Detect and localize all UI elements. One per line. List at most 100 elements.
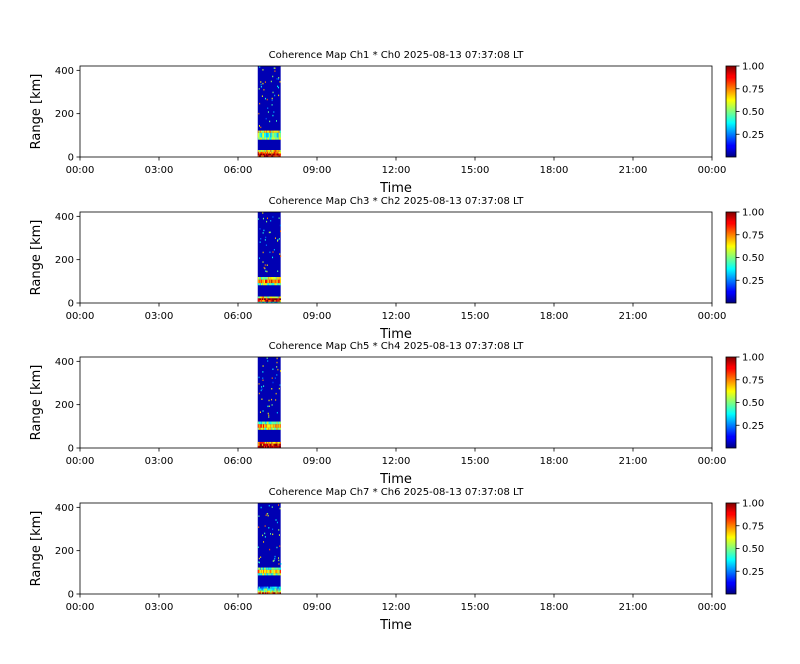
y-tick-label: 200 [55, 400, 74, 411]
band-cell [259, 298, 262, 300]
band-cell [257, 569, 260, 574]
band-cell [272, 445, 274, 448]
band-cell [262, 592, 265, 594]
band-cell [269, 588, 271, 591]
band-cell [277, 445, 279, 448]
band-cell [273, 132, 275, 138]
band-cell [257, 421, 260, 425]
band-cell [257, 130, 260, 133]
band-cell [278, 137, 280, 140]
band-cell [270, 586, 272, 589]
noise-point [264, 97, 266, 100]
band-cell [261, 427, 264, 430]
band-cell [258, 299, 261, 302]
band-cell [271, 130, 273, 133]
band-cell [267, 588, 269, 591]
band-cell [260, 427, 263, 430]
noise-point [280, 255, 282, 257]
band-cell [262, 299, 265, 302]
band-cell [263, 567, 266, 570]
band-cell [257, 441, 260, 444]
noise-point [263, 266, 265, 269]
band-cell [268, 296, 270, 299]
band-cell [278, 441, 280, 444]
band-cell [262, 296, 265, 299]
band-cell [273, 586, 275, 589]
noise-point [268, 405, 270, 408]
band-cell [263, 592, 266, 594]
band-cell [262, 567, 265, 570]
band-cell [276, 424, 278, 428]
band-cell [277, 588, 279, 591]
band-cell [270, 153, 272, 156]
band-cell [258, 137, 261, 140]
band-cell [266, 298, 268, 300]
y-axis-label: Range [km] [29, 365, 44, 441]
noise-point [260, 85, 262, 88]
data-block [257, 66, 281, 157]
x-tick-label: 06:00 [224, 456, 253, 467]
band-cell [279, 588, 281, 591]
x-tick-label: 00:00 [698, 602, 727, 613]
chart-title: Coherence Map Ch1 * Ch0 2025-08-13 07:37… [269, 50, 525, 61]
band-cell [263, 298, 266, 300]
band-cell [277, 155, 279, 157]
band-cell [273, 155, 275, 157]
band-cell [268, 421, 270, 425]
band-cell [277, 427, 279, 430]
band-cell [269, 586, 271, 589]
band-cell [268, 424, 270, 428]
band-cell [279, 283, 281, 286]
colorbar-tick-label: 0.75 [742, 375, 764, 386]
band-cell [257, 132, 260, 138]
band-cell [276, 441, 278, 444]
band-cell [272, 299, 274, 302]
band-cell [269, 150, 271, 152]
band-cell [277, 301, 279, 303]
subplot-1: 00:00 03:00 06:00 09:00 12:00 15:00 18:00 21:00… [29, 50, 764, 196]
noise-point [267, 360, 269, 362]
band-cell [276, 421, 278, 425]
band-cell [265, 299, 267, 302]
band-cell [262, 279, 265, 284]
band-cell [266, 586, 268, 589]
band-cell [269, 301, 271, 303]
band-cell [262, 151, 265, 154]
band-cell [261, 132, 264, 138]
band-cell [267, 567, 269, 570]
colorbar-tick-label: 0.25 [742, 567, 764, 578]
noise-point [267, 111, 269, 113]
band-cell [269, 130, 271, 133]
band-cell [263, 573, 266, 576]
band-cell [273, 151, 275, 154]
band-cell [258, 132, 261, 138]
band-cell [266, 283, 268, 286]
band-cell [279, 586, 281, 589]
band-cell [268, 153, 270, 156]
band-cell [270, 569, 272, 574]
band-cell [270, 298, 272, 300]
band-cell [271, 445, 273, 448]
band-cell [274, 298, 276, 300]
colorbar-tick-label: 0.25 [742, 421, 764, 432]
band-cell [271, 132, 273, 138]
band-cell [279, 567, 281, 570]
band-cell [262, 283, 265, 286]
band-cell [267, 427, 269, 430]
band-cell [268, 151, 270, 154]
noise-point [258, 125, 260, 127]
noise-point [259, 241, 261, 243]
chart-title: Coherence Map Ch7 * Ch6 2025-08-13 07:37… [269, 487, 525, 498]
band-cell [273, 298, 275, 300]
band-cell [266, 301, 268, 303]
band-cell [270, 588, 272, 591]
band-cell [266, 445, 268, 448]
x-tick-label: 15:00 [461, 311, 490, 322]
band-cell [259, 586, 262, 589]
noise-point [273, 248, 275, 251]
band-cell [265, 283, 267, 286]
y-axis-label: Range [km] [29, 74, 44, 150]
band-cell [274, 132, 276, 138]
band-cell [276, 443, 278, 446]
band-cell [262, 427, 265, 430]
